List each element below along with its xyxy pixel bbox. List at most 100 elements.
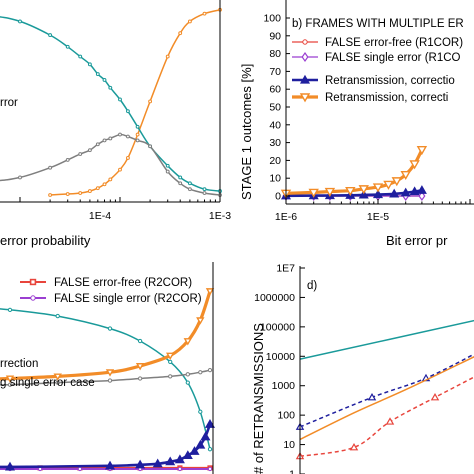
data-point: [135, 132, 140, 137]
data-point: [200, 431, 211, 441]
data-point: [65, 44, 70, 49]
panel-b-x-axis-title: Bit error pr: [386, 233, 448, 248]
data-point: [165, 352, 175, 361]
data-point: [95, 186, 100, 191]
data-point: [87, 148, 92, 153]
panel-b-y-axis-title: STAGE 1 outcomes [%]: [239, 64, 254, 200]
data-point: [48, 193, 53, 197]
y-tick-label: 1000: [272, 380, 296, 392]
panel-c-plot-area: [0, 288, 216, 472]
panel-c-legend: FALSE error-free (R2COR) FALSE single err…: [20, 277, 202, 305]
data-point: [137, 376, 143, 381]
y-tick-label: 70: [269, 66, 281, 78]
legend-marker: [299, 74, 311, 84]
data-point: [48, 33, 53, 38]
data-point: [108, 177, 113, 182]
panel-a-x-axis-title: error probability: [0, 233, 91, 248]
data-point: [4, 461, 16, 471]
data-point: [372, 183, 384, 193]
legend-marker: [301, 51, 309, 63]
data-point: [345, 186, 356, 197]
data-point: [125, 156, 130, 160]
series-line: [50, 9, 221, 196]
panel-c-annotation: g single error case: [0, 377, 95, 389]
data-point: [383, 180, 394, 190]
data-point: [78, 191, 83, 195]
series-line: [0, 369, 211, 386]
y-tick-label: 1000000: [254, 292, 295, 304]
data-point: [430, 393, 440, 401]
series-line: [299, 319, 474, 360]
data-point: [18, 19, 22, 24]
series-line: [285, 189, 423, 198]
data-point: [108, 85, 113, 90]
data-point: [182, 450, 193, 460]
data-point: [125, 134, 130, 139]
data-point: [358, 185, 369, 195]
data-point: [95, 72, 100, 77]
data-point: [7, 307, 13, 312]
data-point: [102, 138, 107, 143]
legend-label: FALSE single error (R2COR): [54, 293, 202, 305]
data-point: [65, 157, 70, 162]
data-point: [104, 460, 116, 470]
data-point: [202, 11, 207, 16]
data-point: [165, 163, 170, 168]
panel-a-plot-area: [0, 7, 222, 197]
legend-label: Retransmission, correcti: [325, 92, 448, 104]
data-point: [18, 175, 22, 180]
y-tick-label: 50: [269, 102, 281, 114]
data-point: [202, 187, 207, 192]
data-point: [118, 97, 122, 102]
data-point: [77, 466, 83, 472]
data-point: [148, 99, 153, 104]
data-point: [207, 466, 213, 472]
data-point: [152, 458, 163, 468]
panel-d-y-axis-title: # of RETRANSMISSIONS: [251, 323, 266, 474]
panel-a-ticks: [19, 197, 221, 202]
y-tick-label: 0: [275, 191, 281, 203]
data-point: [102, 182, 107, 187]
y-tick-label: 10: [269, 173, 281, 185]
data-point: [78, 54, 83, 59]
legend-label: Retransmission, correctio: [325, 75, 455, 87]
data-point: [207, 447, 213, 452]
data-point: [205, 288, 215, 296]
data-point: [385, 417, 395, 425]
data-point: [55, 380, 60, 385]
data-point: [178, 31, 183, 36]
panel-b-x-tick-label: 1E-5: [367, 211, 389, 223]
data-point: [183, 338, 193, 346]
series-line: [299, 356, 474, 441]
data-point: [7, 382, 13, 387]
data-point: [416, 146, 428, 156]
y-tick-label: 20: [269, 155, 281, 167]
data-point: [125, 109, 130, 114]
data-point: [65, 192, 70, 196]
panel-b-x-tick-label: 1E-6: [275, 211, 297, 223]
data-point: [187, 187, 192, 192]
data-point: [198, 409, 203, 414]
data-point: [187, 19, 192, 24]
data-point: [177, 466, 183, 472]
data-point: [416, 185, 427, 194]
data-point: [105, 369, 115, 377]
y-tick-label: 100: [277, 410, 295, 422]
data-point: [165, 456, 176, 466]
data-point: [196, 317, 205, 325]
panel-d: 1E7 1000000 100000 10000 1000 100 10 1 d) # of …: [251, 263, 474, 474]
legend-marker: [302, 39, 308, 45]
data-point: [178, 175, 183, 180]
panel-b-title: b) FRAMES WITH MULTIPLE ER: [292, 18, 464, 30]
legend-label: FALSE error-free (R1COR): [325, 37, 463, 49]
data-point: [168, 374, 173, 379]
panel-b-legend: FALSE error-free (R1COR) FALSE single err…: [292, 37, 463, 104]
y-tick-label: 1: [289, 469, 295, 474]
data-point: [135, 124, 140, 129]
data-point: [55, 313, 60, 319]
data-point: [78, 152, 83, 156]
data-point: [108, 136, 113, 141]
legend-marker: [30, 295, 36, 301]
legend-marker: [29, 278, 37, 286]
data-point: [53, 373, 62, 381]
